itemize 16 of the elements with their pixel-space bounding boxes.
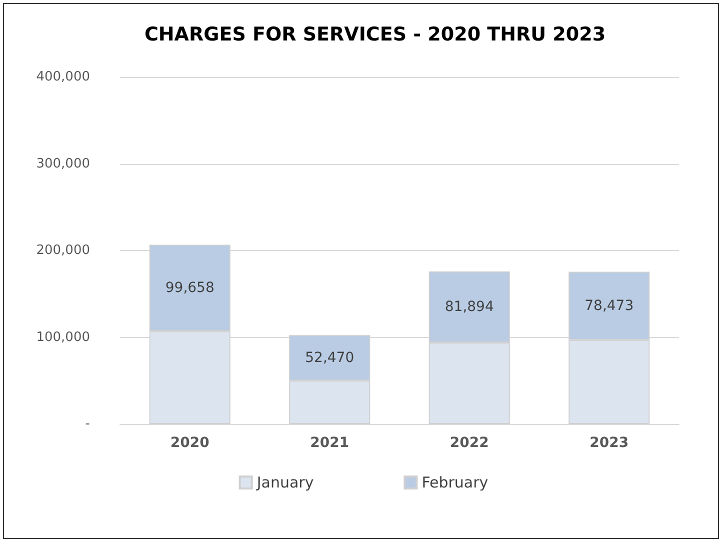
y-tick-label: 100,000: [36, 330, 90, 345]
legend-label: February: [422, 474, 488, 492]
x-tick-label: 2023: [590, 435, 629, 451]
x-tick-label: 2022: [450, 435, 489, 451]
data-label: 78,473: [584, 298, 634, 314]
data-label: 81,894: [444, 298, 494, 315]
chart-title: CHARGES FOR SERVICES - 2020 THRU 2023: [144, 24, 606, 46]
data-label: 52,470: [305, 350, 354, 366]
x-tick-label: 2020: [170, 435, 210, 451]
y-tick-label: 400,000: [36, 70, 90, 84]
legend-label: January: [256, 474, 314, 492]
y-tick-label: 300,000: [36, 156, 90, 172]
data-label: 99,658: [165, 280, 214, 296]
y-tick-label: -: [85, 416, 90, 432]
y-tick-label: 200,000: [36, 243, 90, 258]
x-tick-label: 2021: [310, 435, 350, 451]
